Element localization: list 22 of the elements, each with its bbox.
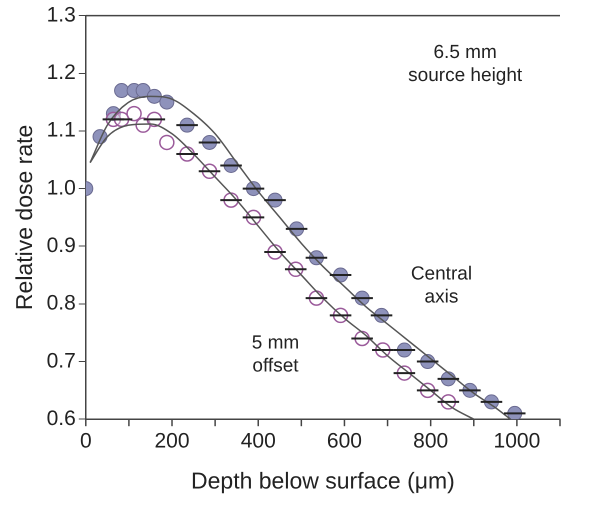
x-tick-label: 400 — [240, 430, 276, 453]
y-tick-label: 1.3 — [46, 3, 76, 26]
y-tick-label: 1.1 — [46, 118, 76, 142]
annotation: Central axis — [410, 264, 472, 308]
point — [126, 106, 142, 122]
x-tick-label: 0 — [80, 430, 92, 453]
y-axis-title: Relative dose rate — [11, 124, 38, 310]
point — [159, 134, 175, 150]
x-tick-label: 1000 — [494, 430, 540, 453]
y-tick-label: 0.6 — [46, 406, 76, 430]
x-tick-label: 200 — [154, 430, 190, 453]
y-tick-label: 0.9 — [46, 234, 76, 258]
x-tick-label: 600 — [326, 430, 362, 453]
x-axis-title: Depth below surface (μm) — [191, 468, 455, 494]
y-tick-label: 0.7 — [46, 349, 76, 372]
annotation: 6.5 mm source height — [408, 42, 523, 86]
y-tick-label: 1.0 — [46, 176, 76, 200]
point — [114, 83, 130, 98]
annotation: 5 mm offset — [252, 332, 300, 376]
y-tick-label: 0.8 — [46, 292, 76, 315]
y-tick-label: 1.2 — [46, 61, 76, 84]
x-tick-label: 800 — [413, 430, 448, 453]
